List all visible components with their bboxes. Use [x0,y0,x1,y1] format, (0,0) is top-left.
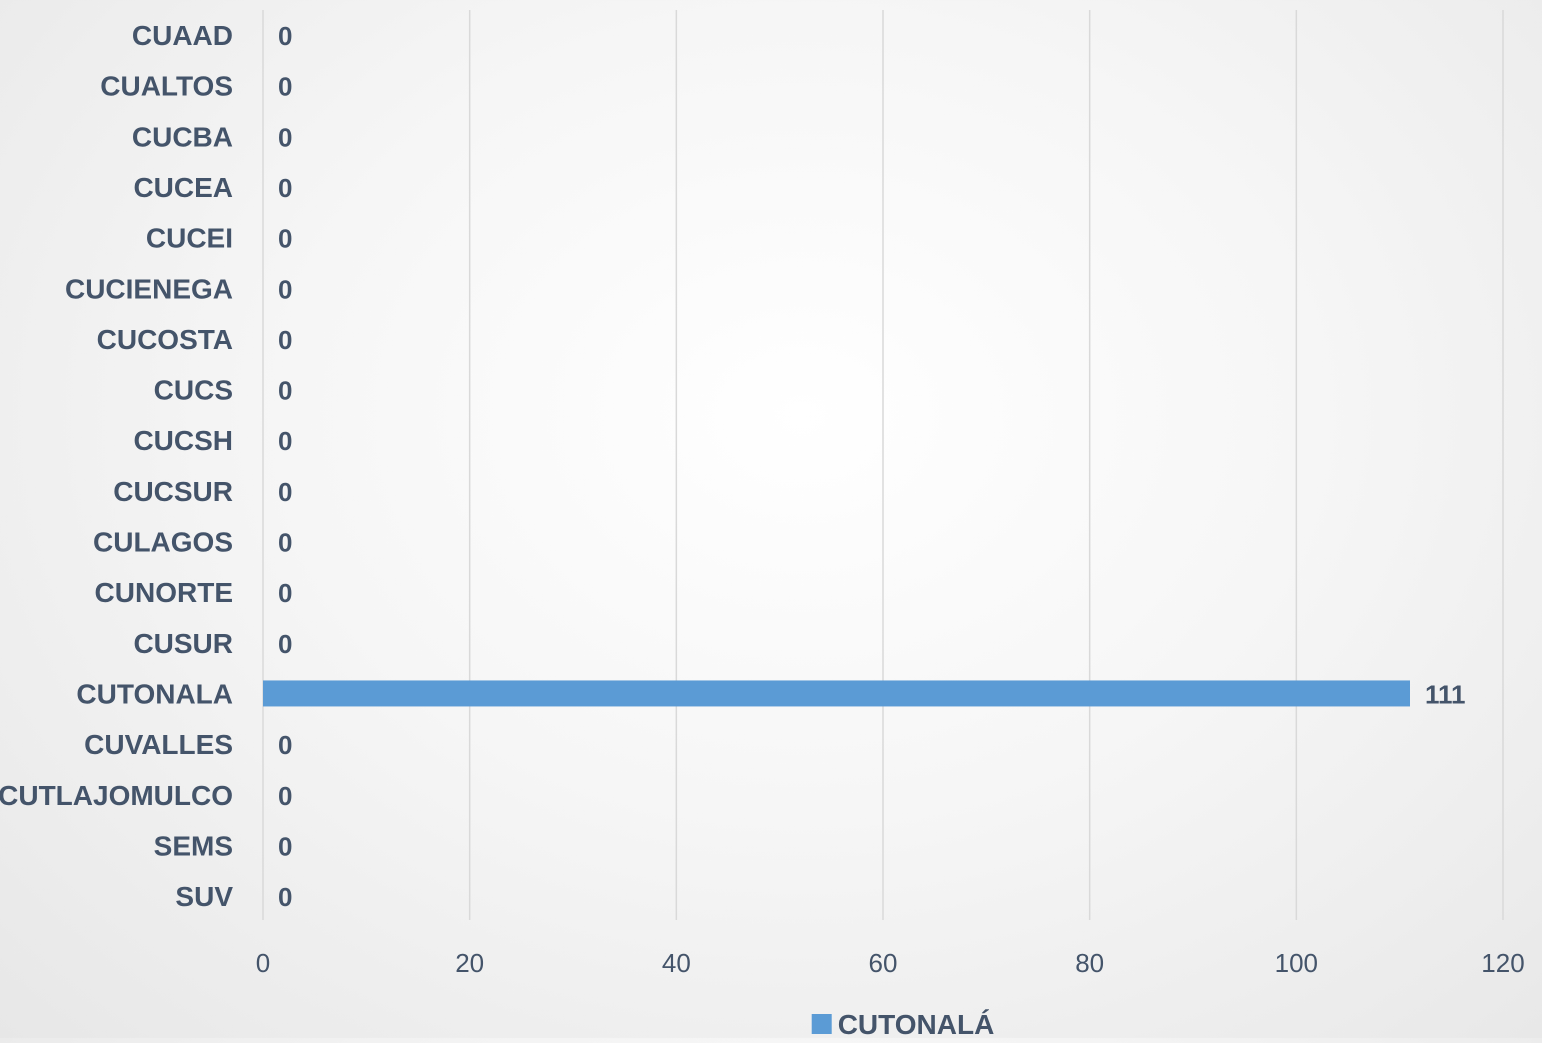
gridlines [262,10,1504,920]
category-label-culagos: CULAGOS [93,527,233,558]
data-label-cucosta: 0 [278,325,292,355]
data-label-cucsur: 0 [278,477,292,507]
category-label-suv: SUV [175,881,233,912]
category-label-cucei: CUCEI [146,223,233,254]
x-tick-label-20: 20 [455,948,484,978]
category-label-cucienega: CUCIENEGA [65,273,233,304]
category-label-cuaad: CUAAD [132,20,233,51]
legend-label: CUTONALÁ [838,1009,995,1038]
data-label-cucienega: 0 [278,274,292,304]
category-label-cualtos: CUALTOS [100,71,233,102]
data-label-cunorte: 0 [278,578,292,608]
data-label-cuaad: 0 [278,21,292,51]
category-label-cucosta: CUCOSTA [97,324,233,355]
bar-cutonala [263,680,1410,707]
category-label-cunorte: CUNORTE [95,577,233,608]
data-label-cucea: 0 [278,173,292,203]
category-label-cucba: CUCBA [132,121,233,152]
data-label-cutlajomulco: 0 [278,781,292,811]
x-tick-label-120: 120 [1481,948,1524,978]
data-label-cualtos: 0 [278,72,292,102]
data-label-culagos: 0 [278,528,292,558]
category-label-sems: SEMS [154,830,233,861]
data-label-suv: 0 [278,882,292,912]
data-label-cucba: 0 [278,122,292,152]
x-tick-label-0: 0 [256,948,270,978]
data-label-cucei: 0 [278,224,292,254]
category-label-cutonala: CUTONALA [76,678,233,709]
category-label-cusur: CUSUR [133,628,233,659]
x-tick-label-100: 100 [1275,948,1318,978]
category-label-cucea: CUCEA [133,172,233,203]
legend-swatch [811,1014,832,1034]
category-label-cucs: CUCS [154,375,233,406]
category-label-cutlajomulco: CUTLAJOMULCO [0,780,233,811]
data-label-cutonala: 111 [1425,679,1466,709]
data-labels: 0 0 0 0 0 0 0 0 0 0 0 0 0 111 0 0 0 0 [278,21,1466,912]
category-label-cucsh: CUCSH [133,425,233,456]
data-label-cusur: 0 [278,629,292,659]
legend: CUTONALÁ [811,1009,995,1040]
bars [263,680,1410,707]
x-axis-tick-labels: 0 20 40 60 80 100 120 [256,948,1525,978]
data-label-sems: 0 [278,831,292,861]
x-tick-label-40: 40 [662,948,691,978]
category-label-cuvalles: CUVALLES [84,729,233,760]
x-tick-label-60: 60 [869,948,898,978]
data-label-cuvalles: 0 [278,730,292,760]
category-labels: CUAAD CUALTOS CUCBA CUCEA CUCEI CUCIENEGA CUCO… [0,20,233,912]
x-tick-label-80: 80 [1075,948,1104,978]
category-label-cucsur: CUCSUR [113,476,233,507]
data-label-cucs: 0 [278,376,292,406]
data-label-cucsh: 0 [278,426,292,456]
